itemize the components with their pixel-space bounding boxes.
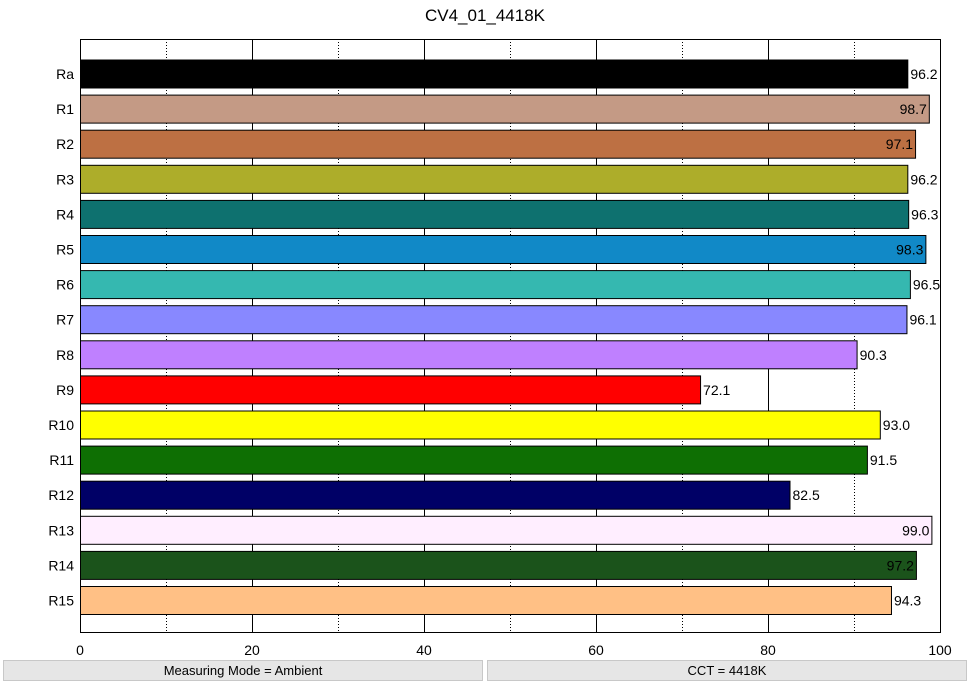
value-label: 96.2	[910, 171, 937, 187]
value-label: 96.5	[913, 277, 940, 293]
bars	[80, 59, 933, 615]
bar-ra	[80, 59, 909, 89]
bar-r4	[80, 199, 910, 229]
value-label: 93.0	[883, 417, 910, 433]
value-labels: 96.2 98.7 97.1 96.2 96.3 98.3 96.5 96.1 90.3 72.1…	[703, 66, 940, 609]
bar-r11	[80, 445, 868, 475]
x-tick-label: 60	[588, 642, 604, 658]
value-label: 98.3	[896, 242, 923, 258]
category-label: R2	[56, 136, 74, 152]
value-label: 97.1	[886, 136, 913, 152]
category-label: R8	[56, 347, 74, 363]
category-label: R7	[56, 312, 74, 328]
category-label: R3	[56, 171, 74, 187]
cct-status: CCT = 4418K	[487, 660, 967, 681]
category-label: R10	[48, 417, 74, 433]
category-label: R1	[56, 101, 74, 117]
bar-r9	[80, 375, 702, 405]
value-label: 98.7	[900, 101, 927, 117]
value-label: 97.2	[887, 557, 914, 573]
category-label: R6	[56, 277, 74, 293]
bar-r8	[80, 340, 858, 370]
x-tick-label: 40	[416, 642, 432, 658]
bar-r1	[80, 94, 930, 124]
value-label: 94.3	[894, 593, 921, 609]
category-label: R15	[48, 593, 74, 609]
value-label: 82.5	[793, 487, 820, 503]
value-label: 96.1	[909, 312, 936, 328]
bar-r14	[80, 550, 917, 580]
value-label: 99.0	[902, 522, 929, 538]
bar-r10	[80, 410, 881, 440]
bar-chart: 96.2 98.7 97.1 96.2 96.3 98.3 96.5 96.1 90.3 72.1…	[48, 39, 952, 658]
bar-r7	[80, 305, 908, 335]
bar-r15	[80, 586, 892, 615]
x-tick-label: 80	[760, 642, 776, 658]
category-label: R11	[49, 452, 74, 468]
value-label: 96.3	[911, 206, 938, 222]
x-tick-labels: 0 20 40 60 80 100	[76, 642, 952, 658]
x-tick-label: 100	[928, 642, 952, 658]
value-label: 96.2	[910, 66, 937, 82]
category-label: R14	[48, 557, 74, 573]
category-label: R4	[56, 206, 74, 222]
bar-r6	[80, 270, 911, 300]
measuring-mode-status: Measuring Mode = Ambient	[3, 660, 483, 681]
bar-r5	[80, 235, 927, 264]
category-label: R12	[48, 487, 74, 503]
value-label: 90.3	[860, 347, 887, 363]
category-label: R9	[56, 382, 74, 398]
category-label: Ra	[56, 66, 74, 82]
bar-r3	[80, 164, 909, 194]
bar-r2	[80, 129, 917, 159]
bar-r12	[80, 480, 791, 510]
x-tick-label: 20	[244, 642, 260, 658]
value-label: 72.1	[703, 382, 730, 398]
category-label: R13	[48, 522, 74, 538]
bar-r13	[80, 515, 933, 545]
x-tick-label: 0	[76, 642, 84, 658]
chart-title: CV4_01_4418K	[424, 6, 546, 25]
value-label: 91.5	[870, 452, 897, 468]
category-labels: Ra R1 R2 R3 R4 R5 R6 R7 R8 R9 R10 R11 R12 R13 R14 R15	[48, 66, 74, 609]
category-label: R5	[56, 242, 74, 258]
plot-frame	[80, 39, 941, 633]
